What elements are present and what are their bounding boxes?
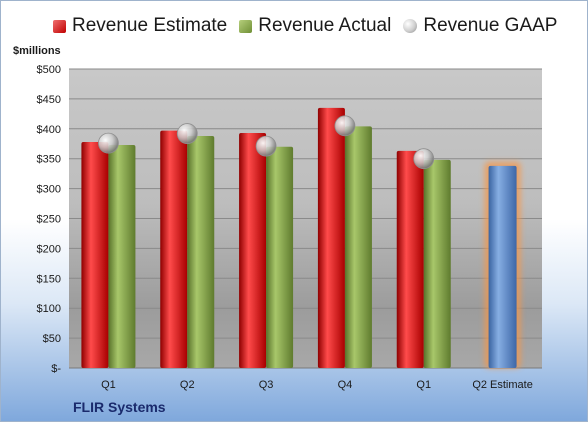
bar-revenue-estimate bbox=[81, 141, 109, 368]
marker-revenue-gaap bbox=[98, 132, 119, 154]
y-axis-unit-label: $millions bbox=[13, 45, 61, 57]
marker-revenue-gaap bbox=[255, 135, 277, 157]
chart-legend: Revenue Estimate Revenue Actual Revenue … bbox=[53, 15, 557, 37]
marker-revenue-gaap bbox=[176, 123, 198, 144]
y-tick-label: $150 bbox=[37, 273, 61, 285]
legend-swatch-gaap bbox=[403, 19, 418, 33]
legend-item-revenue-actual: Revenue Actual bbox=[239, 15, 391, 37]
legend-swatch-actual bbox=[239, 19, 253, 33]
x-tick-label: Q3 bbox=[259, 379, 274, 391]
y-tick-label: $350 bbox=[37, 154, 61, 166]
bar-revenue-estimate bbox=[317, 107, 345, 369]
bar-revenue-actual bbox=[344, 126, 372, 369]
y-tick-label: $300 bbox=[37, 184, 61, 196]
legend-label-gaap: Revenue GAAP bbox=[423, 15, 558, 36]
y-tick-label: $200 bbox=[37, 243, 61, 255]
y-tick-label: $- bbox=[51, 363, 61, 375]
axis-ticks: $- $50 $100 $150 $200 $250 $300 $350 $400 $450 $50… bbox=[37, 64, 533, 391]
gridlines bbox=[69, 68, 542, 369]
legend-swatch-estimate bbox=[53, 19, 66, 33]
bar-revenue-actual bbox=[108, 144, 136, 368]
bar-revenue-estimate bbox=[396, 150, 424, 368]
bar-q2-estimate bbox=[488, 165, 517, 368]
x-tick-label: Q4 bbox=[338, 379, 353, 391]
x-tick-label: Q1 bbox=[416, 379, 431, 391]
y-tick-label: $450 bbox=[37, 94, 61, 106]
legend-item-revenue-gaap: Revenue GAAP bbox=[403, 15, 557, 37]
legend-label-estimate: Revenue Estimate bbox=[72, 15, 228, 36]
x-tick-label: Q1 bbox=[101, 379, 116, 391]
bar-revenue-actual bbox=[187, 135, 215, 368]
x-tick-label: Q2 Estimate bbox=[472, 379, 533, 391]
y-tick-label: $50 bbox=[43, 333, 61, 345]
y-tick-label: $500 bbox=[37, 64, 61, 76]
marker-revenue-gaap bbox=[413, 148, 435, 170]
y-tick-label: $250 bbox=[37, 214, 61, 226]
legend-label-actual: Revenue Actual bbox=[258, 15, 392, 36]
bar-revenue-actual bbox=[423, 159, 451, 368]
y-tick-label: $400 bbox=[37, 124, 61, 136]
bar-revenue-actual bbox=[266, 146, 294, 368]
legend-item-revenue-estimate: Revenue Estimate bbox=[53, 15, 227, 37]
bar-revenue-estimate bbox=[239, 132, 267, 368]
marker-revenue-gaap bbox=[334, 115, 356, 137]
bar-revenue-estimate bbox=[160, 130, 188, 368]
bars bbox=[81, 107, 521, 369]
y-tick-label: $100 bbox=[37, 303, 61, 315]
company-name: FLIR Systems bbox=[73, 399, 166, 415]
x-tick-label: Q2 bbox=[180, 379, 195, 391]
gaap-markers bbox=[98, 115, 435, 170]
